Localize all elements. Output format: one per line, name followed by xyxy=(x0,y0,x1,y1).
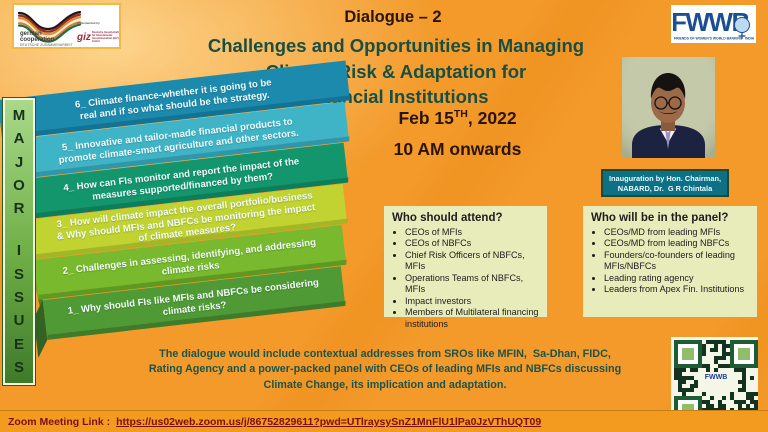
svg-text:FWWB: FWWB xyxy=(705,374,728,381)
svg-text:INDIA: INDIA xyxy=(745,37,755,41)
svg-text:FRIENDS OF WOMEN'S WORLD BANKI: FRIENDS OF WOMEN'S WORLD BANKING xyxy=(674,37,743,41)
